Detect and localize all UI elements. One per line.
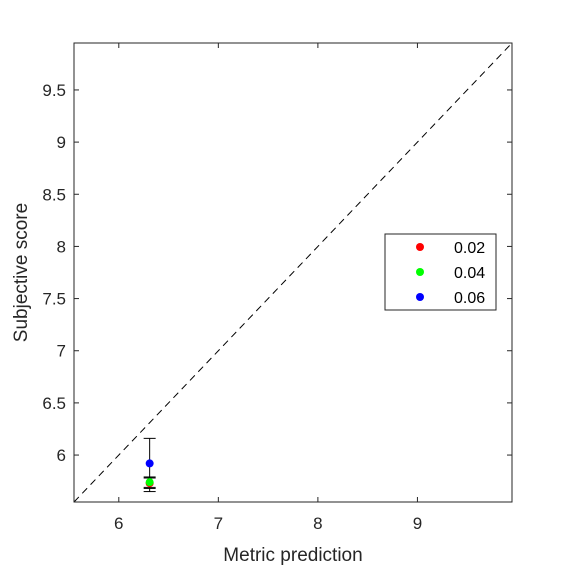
data-point <box>145 478 154 487</box>
legend-entry: 0.04 <box>454 265 485 282</box>
legend-marker <box>416 293 424 301</box>
y-tick-label: 8.5 <box>42 185 66 204</box>
y-tick-label: 9.5 <box>42 81 66 100</box>
legend-box <box>384 233 497 311</box>
legend-marker <box>416 268 424 276</box>
legend-entry: 0.06 <box>454 290 485 307</box>
legend-entry: 0.02 <box>454 240 485 257</box>
x-tick-label: 9 <box>413 514 422 533</box>
y-axis-label: Subjective score <box>11 203 32 342</box>
x-tick-label: 8 <box>313 514 322 533</box>
x-tick-label: 6 <box>114 514 123 533</box>
x-tick-label: 7 <box>214 514 223 533</box>
y-tick-label: 7.5 <box>42 290 66 309</box>
y-tick-label: 6 <box>57 446 66 465</box>
plot-frame <box>73 42 513 503</box>
reference-line <box>73 42 513 503</box>
y-tick-label: 9 <box>57 133 66 152</box>
y-tick-label: 7 <box>57 342 66 361</box>
legend: 0.02 0.04 0.06 <box>384 233 497 311</box>
legend-marker <box>416 243 424 251</box>
data-point <box>145 459 154 468</box>
x-axis-label: Metric prediction <box>223 545 362 566</box>
y-tick-label: 6.5 <box>42 394 66 413</box>
y-tick-label: 8 <box>57 237 66 256</box>
